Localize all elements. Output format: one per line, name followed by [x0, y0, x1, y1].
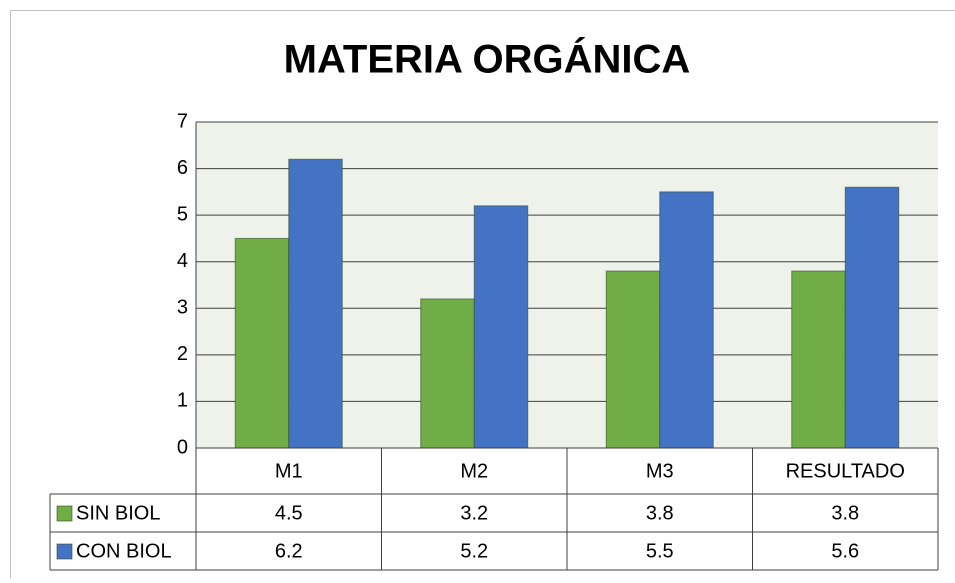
y-tick-label: 2	[177, 343, 188, 365]
table-value: 5.6	[831, 540, 859, 562]
y-tick-label: 6	[177, 157, 188, 179]
y-tick-label: 4	[177, 250, 188, 272]
bar	[659, 191, 714, 449]
bar	[234, 237, 290, 449]
legend-key	[56, 505, 73, 522]
table-value: 3.8	[646, 502, 674, 524]
table-value: 3.2	[460, 502, 488, 524]
legend-label: CON BIOL	[76, 540, 172, 562]
y-tick-label: 0	[177, 436, 188, 458]
table-value: 3.8	[831, 502, 859, 524]
legend-key	[56, 543, 73, 560]
bar	[605, 270, 661, 449]
x-tick-label: M2	[460, 460, 488, 482]
chart-title: MATERIA ORGÁNICA	[284, 37, 691, 82]
table-value: 5.5	[646, 540, 674, 562]
x-tick-label: RESULTADO	[786, 460, 905, 482]
y-tick-label: 1	[177, 390, 188, 412]
bar	[844, 186, 900, 449]
x-tick-label: M1	[275, 460, 303, 482]
bar	[420, 298, 475, 449]
x-tick-label: M3	[646, 460, 674, 482]
table-value: 5.2	[460, 540, 488, 562]
legend-label: SIN BIOL	[76, 502, 160, 524]
table-value: 6.2	[275, 540, 303, 562]
y-tick-label: 3	[177, 297, 188, 319]
bar	[791, 270, 846, 449]
table-value: 4.5	[275, 502, 303, 524]
y-tick-label: 5	[177, 203, 188, 225]
y-tick-label: 7	[177, 110, 188, 132]
bar	[288, 158, 343, 449]
bar	[473, 205, 529, 449]
